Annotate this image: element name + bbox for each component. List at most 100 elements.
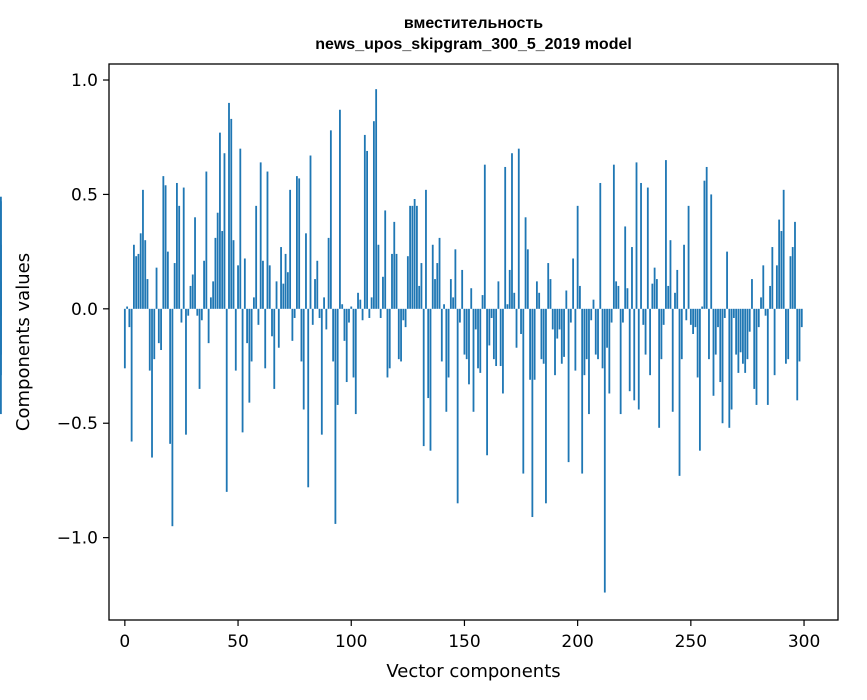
bar-289 — [778, 219, 781, 309]
bar-152 — [468, 308, 470, 385]
bar-55 — [248, 308, 251, 403]
bar-269 — [732, 308, 735, 318]
bar-169 — [506, 304, 509, 309]
bar-193 — [560, 308, 563, 364]
x-tick-label-200: 200 — [561, 632, 593, 652]
bar-259 — [710, 194, 713, 309]
bar-267 — [728, 308, 731, 428]
bar-89 — [325, 308, 328, 330]
bar-213 — [606, 308, 608, 348]
bar-38 — [209, 297, 212, 309]
bar-40 — [214, 237, 217, 309]
bar-141 — [443, 304, 445, 309]
bar-35 — [203, 260, 205, 309]
bar-21 — [171, 308, 174, 527]
bar-97 — [343, 308, 346, 341]
bar-168 — [504, 166, 507, 309]
bar-133 — [425, 189, 427, 309]
bar-25 — [180, 308, 183, 323]
bar-287 — [773, 308, 776, 376]
bar-249 — [687, 205, 690, 309]
bar-228 — [640, 182, 642, 309]
x-tick-label-0: 0 — [119, 632, 130, 652]
bar-272 — [739, 308, 742, 353]
bar-59 — [257, 308, 260, 325]
bar-171 — [511, 153, 513, 309]
bar-111 — [375, 89, 378, 309]
bar-119 — [393, 221, 396, 309]
bar-140 — [440, 308, 443, 362]
bar-101 — [352, 308, 355, 378]
bar-284 — [766, 308, 769, 405]
bar-181 — [533, 308, 536, 380]
bar-206 — [590, 308, 593, 321]
bar-158 — [481, 295, 484, 309]
bar-144 — [449, 279, 452, 309]
bar-39 — [212, 281, 215, 309]
bar-95 — [339, 109, 341, 309]
bar-283 — [764, 308, 767, 316]
bar-72 — [286, 272, 289, 309]
bar-188 — [549, 279, 552, 309]
bar-136 — [431, 244, 434, 309]
bar-256 — [703, 180, 706, 309]
bar-247 — [683, 244, 685, 309]
bar-232 — [649, 308, 651, 376]
bar-130 — [418, 285, 421, 309]
bar-undefined — [0, 297, 2, 309]
bar-126 — [409, 205, 412, 309]
bar-175 — [520, 308, 522, 334]
bar-161 — [488, 308, 491, 346]
bar-281 — [760, 297, 762, 309]
bar-180 — [531, 308, 534, 518]
bar-155 — [474, 308, 477, 330]
bar-263 — [719, 308, 722, 383]
bar-60 — [259, 162, 262, 309]
bar-undefined — [0, 244, 2, 309]
bar-174 — [517, 148, 520, 309]
bar-295 — [791, 247, 794, 309]
bar-113 — [379, 308, 382, 318]
bar-85 — [316, 260, 319, 309]
bar-48 — [232, 240, 235, 309]
bar-270 — [735, 308, 738, 355]
bar-29 — [189, 285, 192, 309]
bar-226 — [635, 162, 638, 309]
bar-134 — [427, 308, 430, 399]
y-tick-label-4: 1.0 — [71, 71, 98, 91]
y-tick-label-1: −0.5 — [57, 414, 98, 434]
bar-191 — [556, 308, 559, 339]
bar-236 — [658, 308, 661, 428]
bar-276 — [748, 308, 751, 332]
bar-170 — [508, 269, 511, 309]
bar-260 — [712, 308, 715, 396]
bar-51 — [239, 148, 242, 309]
x-tick-label-100: 100 — [335, 632, 367, 652]
bar-131 — [420, 263, 423, 309]
bar-109 — [370, 297, 373, 309]
bar-98 — [345, 308, 348, 383]
bar-261 — [714, 308, 717, 355]
bar-149 — [461, 269, 464, 309]
bar-17 — [162, 176, 165, 309]
bar-217 — [615, 281, 618, 309]
bar-125 — [406, 256, 409, 309]
bar-159 — [483, 164, 486, 309]
bar-28 — [187, 308, 190, 316]
bar-157 — [479, 308, 482, 373]
bar-87 — [320, 308, 323, 435]
bar-110 — [372, 121, 375, 309]
bar-5 — [135, 256, 138, 309]
bar-103 — [357, 292, 359, 309]
bar-11 — [148, 308, 151, 371]
bar-34 — [200, 308, 203, 321]
bar-20 — [169, 308, 172, 444]
bar-102 — [354, 308, 357, 415]
bar-292 — [785, 308, 787, 364]
bar-36 — [205, 171, 208, 309]
bar-245 — [678, 308, 681, 476]
bar-76 — [296, 176, 298, 309]
bar-192 — [558, 308, 561, 330]
bar-121 — [397, 308, 400, 360]
